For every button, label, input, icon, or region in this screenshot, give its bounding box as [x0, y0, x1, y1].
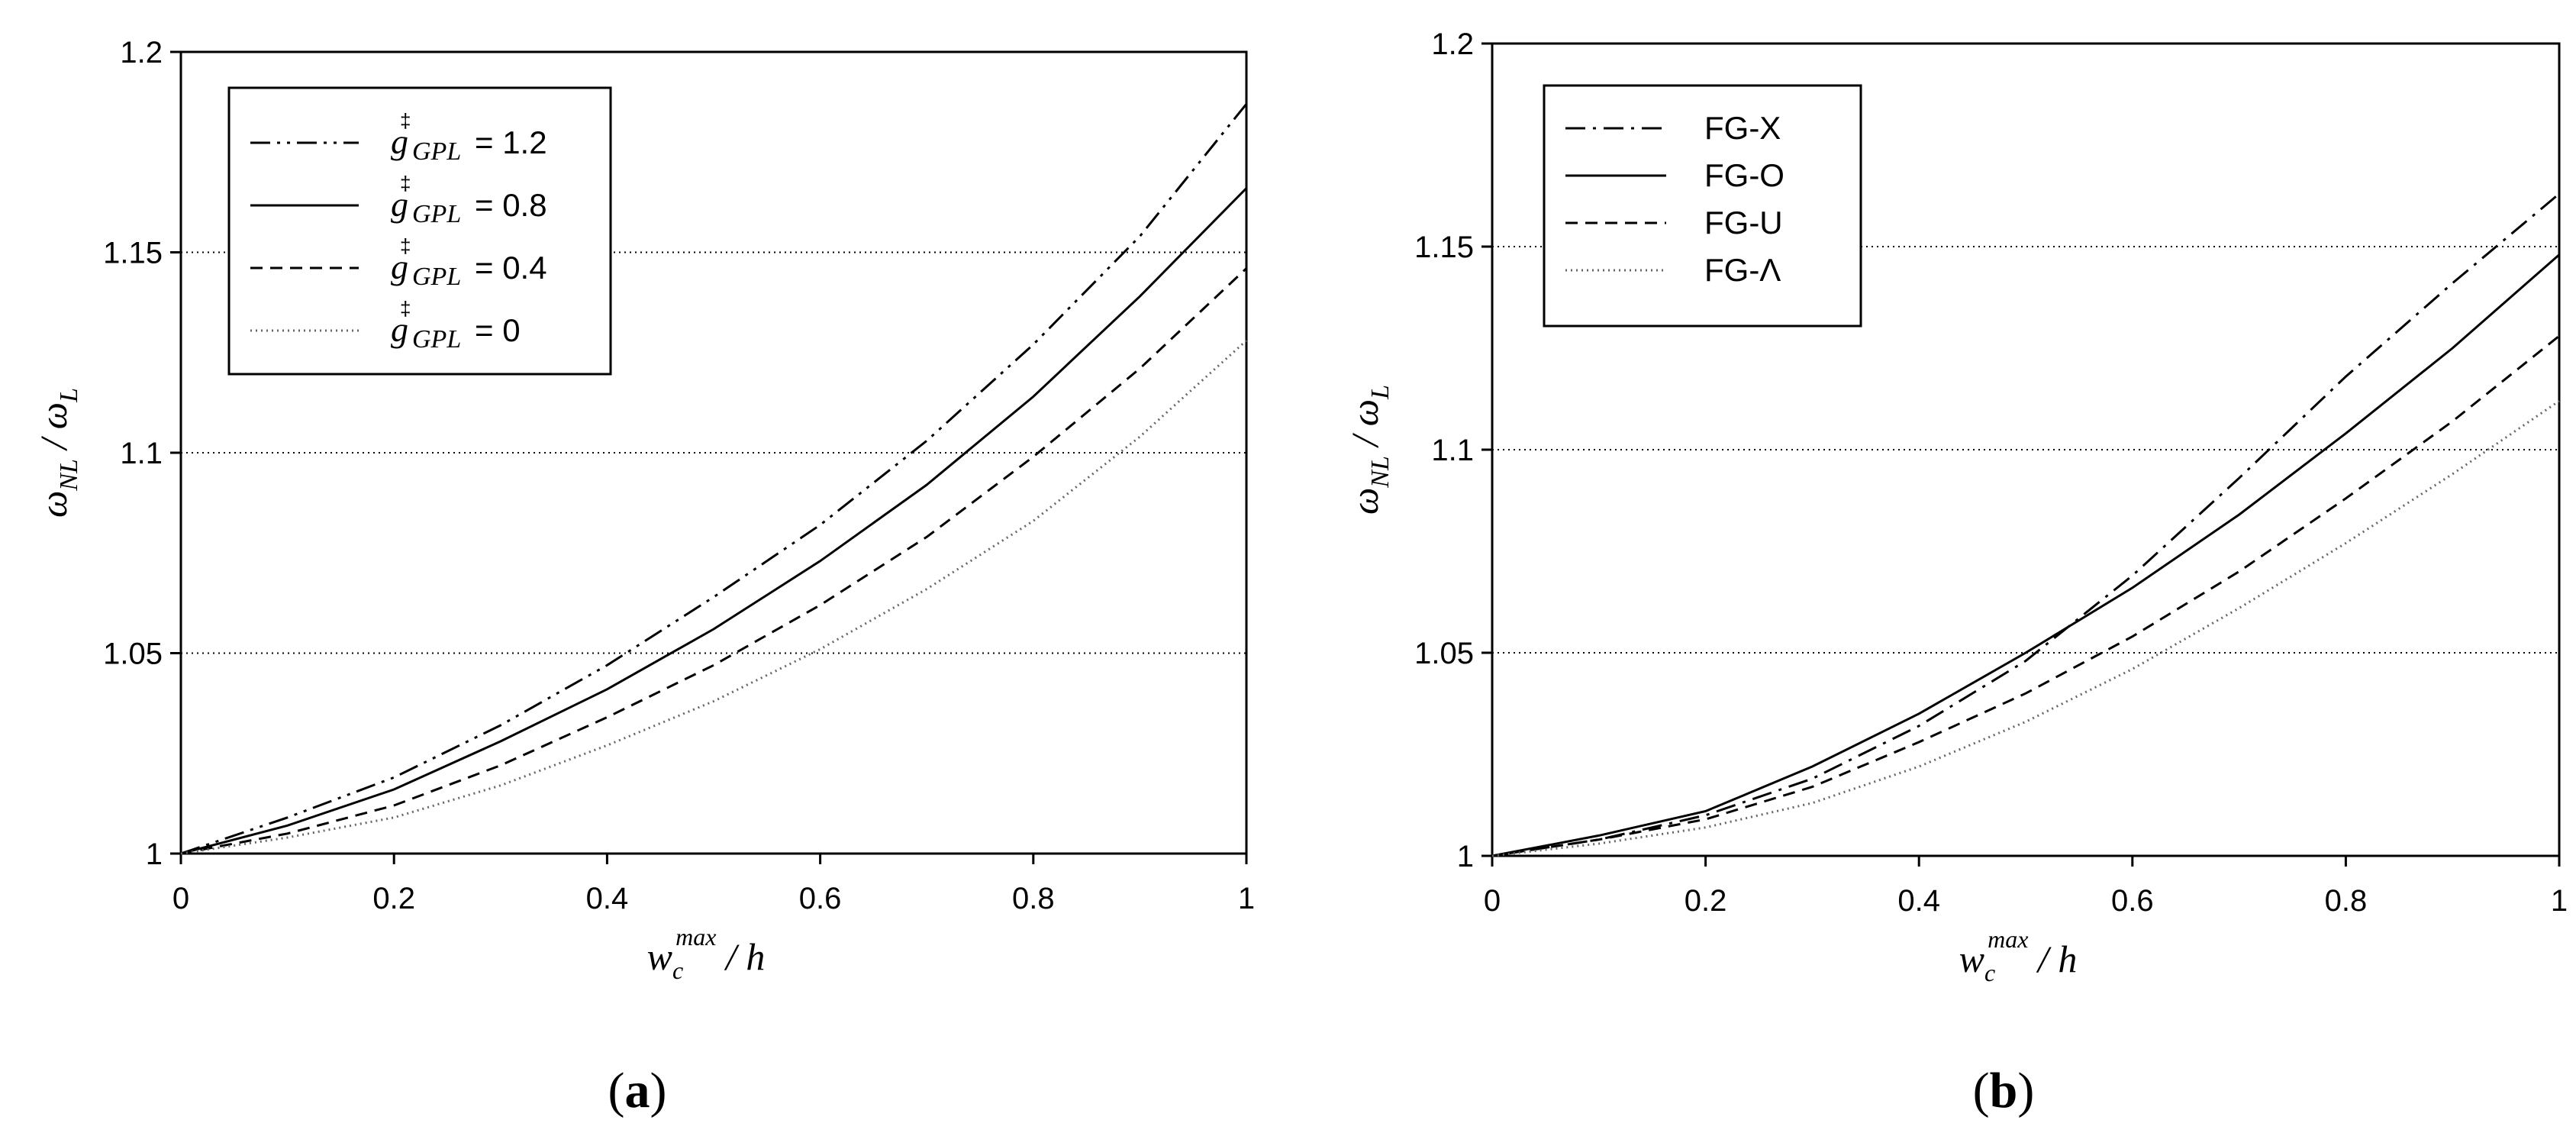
y-tick-label: 1.1	[1431, 434, 1474, 467]
chart-panel-a: 11.051.11.151.20 0.2 0.4 0.6 0.8 1g‡GPL = 1.2g…	[32, 36, 1255, 1118]
legend-label-fg-o: FG-O	[1704, 157, 1785, 193]
legend-label-fg-u: FG-U	[1704, 205, 1783, 240]
panel-caption: (b)	[1973, 1063, 2035, 1118]
series-line-fg-lambda	[1491, 399, 2560, 857]
series-line-g-gpl-0-4	[180, 267, 1248, 855]
legend-symbol-superscript: ‡	[400, 297, 411, 320]
y-axis-label-sub-l: L	[1366, 385, 1394, 400]
legend-symbol: g	[391, 247, 408, 286]
x-tick-label: 0.6	[799, 882, 842, 915]
y-axis-label-omega-nl: ω	[1343, 488, 1386, 515]
y-axis-label-sub-nl: NL	[1366, 456, 1394, 489]
y-tick-label: 1.2	[1431, 27, 1474, 61]
series-line-fg-u	[1491, 334, 2560, 857]
x-tick-label: 0	[172, 882, 189, 915]
y-tick-label: 1.05	[1414, 637, 1474, 670]
legend-symbol: g	[391, 185, 408, 224]
x-axis-label-over-h: / h	[2028, 938, 2077, 980]
legend-symbol-subscript: GPL	[412, 325, 461, 353]
x-tick-label: 0.8	[1012, 882, 1055, 915]
x-tick-label: 0.8	[2325, 884, 2368, 918]
x-axis-label: wc max / h	[647, 923, 766, 984]
y-axis-label-sub-l: L	[55, 388, 83, 403]
x-axis-label-w: w	[647, 935, 672, 978]
y-tick-label: 1.15	[1414, 231, 1474, 264]
legend-symbol: g	[391, 122, 408, 161]
x-axis-label-sub-c: c	[672, 957, 683, 984]
y-axis-label-sub-nl: NL	[55, 459, 83, 492]
legend-label-g-gpl-0-8: = 0.8	[475, 187, 547, 223]
x-axis-label-sub-c: c	[1984, 959, 1995, 986]
x-axis-label-w: w	[1959, 938, 1984, 980]
y-axis-label-slash: / ω	[32, 402, 75, 459]
x-tick-label: 0.4	[586, 882, 629, 915]
x-tick-label: 0.4	[1897, 884, 1940, 918]
legend-symbol-subscript: GPL	[412, 263, 461, 291]
y-tick-label: 1.05	[103, 638, 163, 671]
legend-label-g-gpl-0: = 0	[475, 312, 521, 348]
y-axis-label-slash: / ω	[1343, 399, 1386, 456]
legend-symbol-superscript: ‡	[400, 234, 411, 257]
legend-symbol-subscript: GPL	[412, 200, 461, 228]
panel-caption: (a)	[608, 1063, 667, 1118]
caption-letter: b	[1990, 1063, 2018, 1118]
y-axis-label: ωNL / ωL	[1343, 385, 1394, 515]
x-tick-label: 1	[1238, 882, 1255, 915]
series-line-g-gpl-0	[180, 339, 1248, 855]
legend-label-fg-lambda: FG-Λ	[1704, 252, 1781, 288]
y-tick-label: 1	[146, 838, 163, 871]
y-tick-label: 1.2	[120, 36, 163, 69]
x-axis-label-over-h: / h	[716, 935, 765, 978]
x-tick-label: 0.2	[1685, 884, 1727, 918]
y-axis-label-omega-nl: ω	[32, 491, 75, 518]
x-tick-label: 0	[1484, 884, 1501, 918]
series-line-fg-x	[1491, 192, 2560, 857]
x-axis-label: wc max / h	[1959, 925, 2078, 986]
legend-label-g-gpl-1-2: = 1.2	[475, 124, 547, 160]
legend-symbol: g	[391, 310, 408, 349]
y-tick-label: 1	[1457, 840, 1474, 873]
series-line-g-gpl-0-8	[180, 187, 1248, 855]
x-axis-label-sup-max: max	[1988, 925, 2028, 953]
legend-label-fg-x: FG-X	[1704, 110, 1781, 146]
caption-letter: a	[625, 1063, 650, 1118]
y-axis-label: ωNL / ωL	[32, 388, 83, 518]
x-tick-label: 0.2	[372, 882, 415, 915]
caption-open: (	[608, 1063, 625, 1118]
chart-panel-b: 1 1.05 1.1 1.15 1.2 0 0.2 0.4 0.6 0.8 1 FG-X FG-O FG-…	[1343, 27, 2568, 1118]
series-line-g-gpl-1-2	[180, 103, 1248, 855]
legend-label-g-gpl-0-4: = 0.4	[475, 250, 547, 286]
caption-open: (	[1973, 1063, 1990, 1118]
legend-box	[1543, 84, 1862, 328]
x-axis-label-sup-max: max	[675, 923, 716, 951]
y-tick-label: 1.1	[120, 437, 163, 470]
legend-symbol-subscript: GPL	[412, 137, 461, 166]
x-tick-label: 0.6	[2111, 884, 2154, 918]
caption-close: )	[650, 1063, 667, 1118]
caption-close: )	[2017, 1063, 2034, 1118]
legend-symbol-superscript: ‡	[400, 172, 411, 195]
series-line-fg-o	[1491, 253, 2560, 857]
x-tick-label: 1	[2551, 884, 2568, 918]
legend-box	[227, 86, 612, 376]
legend-symbol-superscript: ‡	[400, 109, 411, 132]
y-tick-label: 1.15	[103, 237, 163, 270]
